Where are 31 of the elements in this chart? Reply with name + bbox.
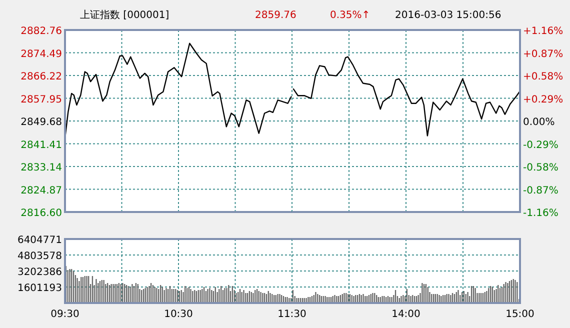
- text: 0.00%: [523, 117, 555, 128]
- text: +0.29%: [523, 94, 564, 106]
- y-tick-label: 2824.87: [20, 185, 62, 196]
- y-tick-label: 2841.41: [20, 140, 62, 151]
- text: +0.58%: [523, 72, 564, 82]
- chart-title: 上证指数 [000001]: [80, 9, 170, 21]
- y-tick-label: 6404771: [17, 235, 62, 246]
- y-tick-label: 4803578: [17, 251, 62, 262]
- y-tick-label: 2874.49: [20, 48, 62, 60]
- y-tick-label: 2882.76: [20, 26, 62, 37]
- x-tick-label: 15:00: [506, 309, 534, 320]
- x-tick-label: 09:30: [50, 309, 80, 320]
- text: -0.87%: [523, 185, 558, 196]
- x-tick-label: 11:30: [278, 309, 306, 320]
- y-tick-label: 3202386: [17, 267, 62, 278]
- text: -1.16%: [523, 208, 558, 219]
- y-tick-label: 2833.14: [20, 162, 62, 174]
- text: 2859.76: [255, 10, 296, 21]
- y-tick-label: 2857.95: [20, 94, 62, 106]
- text: +0.87%: [523, 48, 564, 60]
- y-tick-label: 1601193: [17, 283, 62, 294]
- y-tick-label: 2849.68: [20, 117, 62, 128]
- text: 2016-03-03 15:00:56: [395, 10, 502, 21]
- x-tick-label: 14:00: [392, 309, 420, 320]
- text: 0.35%↑: [330, 10, 370, 21]
- text: -0.29%: [523, 140, 558, 151]
- text: -0.58%: [523, 162, 558, 174]
- y-tick-label: 2816.60: [20, 208, 62, 219]
- text: +1.16%: [523, 26, 564, 37]
- x-tick-label: 10:30: [164, 309, 193, 320]
- y-tick-label: 2866.22: [20, 72, 62, 82]
